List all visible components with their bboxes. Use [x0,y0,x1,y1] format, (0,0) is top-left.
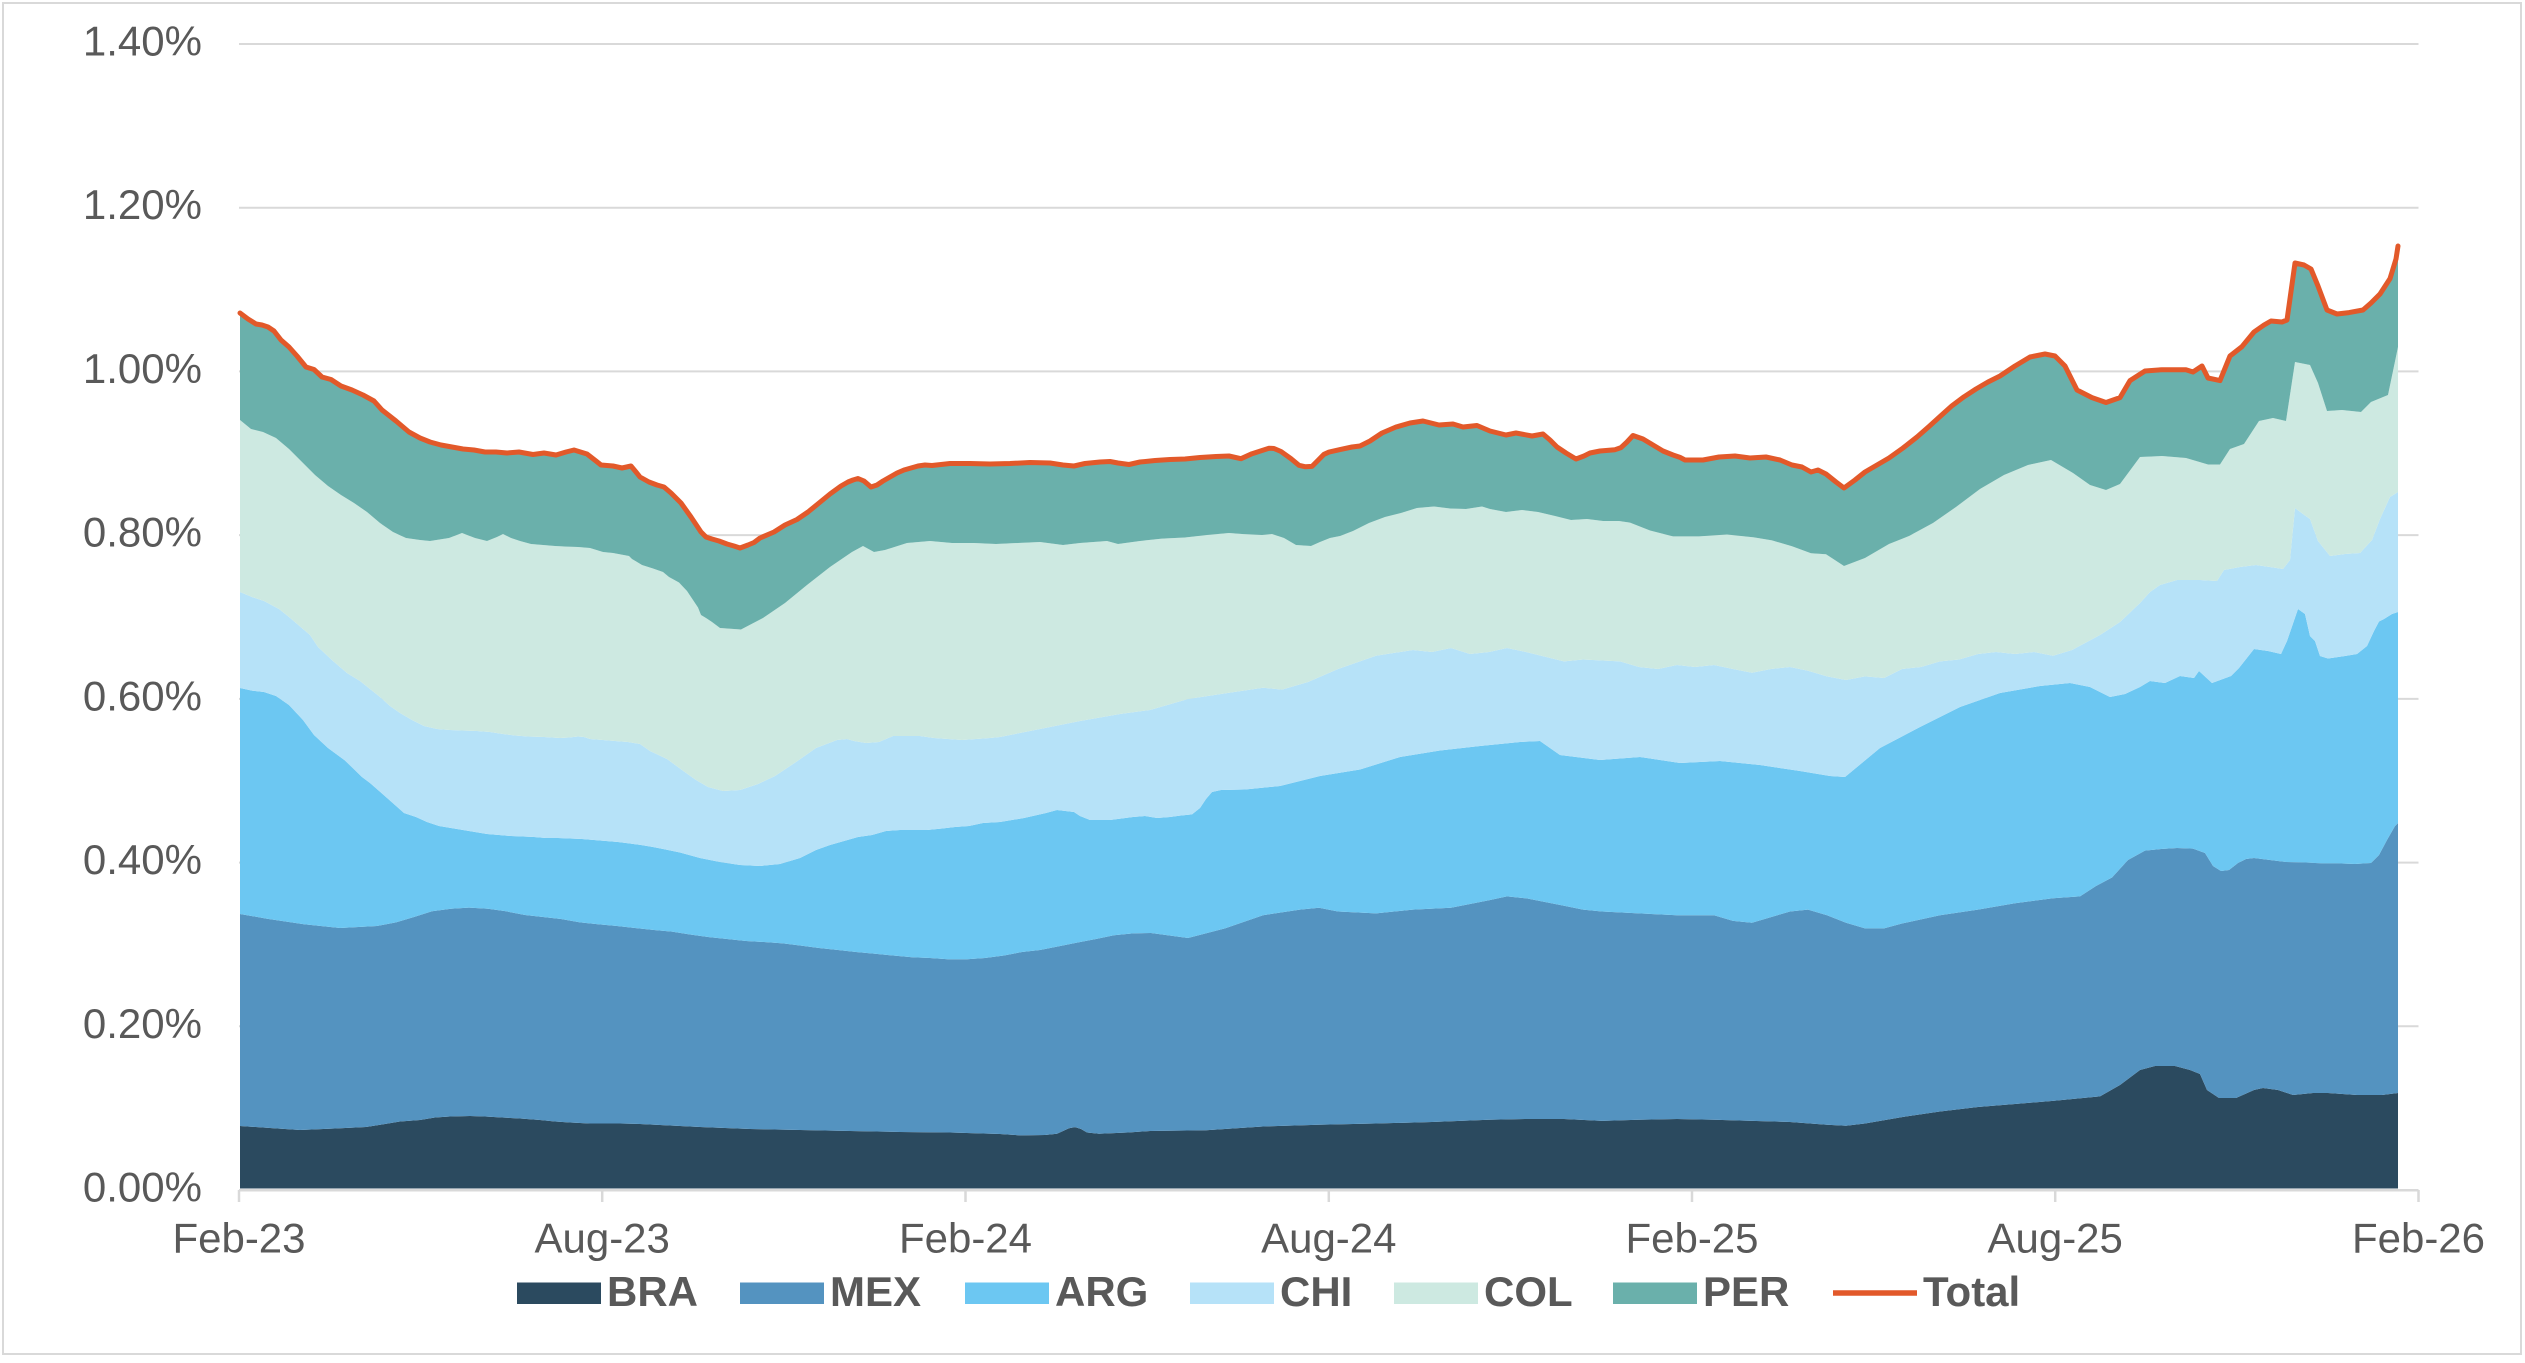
svg-text:Feb-25: Feb-25 [1625,1215,1758,1262]
svg-text:0.40%: 0.40% [83,836,202,883]
svg-text:Feb-24: Feb-24 [899,1215,1032,1262]
svg-text:Aug-24: Aug-24 [1261,1215,1396,1262]
svg-text:Aug-23: Aug-23 [534,1215,669,1262]
svg-text:BRA: BRA [607,1268,698,1315]
svg-text:COL: COL [1484,1268,1573,1315]
svg-text:CHI: CHI [1280,1268,1352,1315]
svg-text:1.00%: 1.00% [83,345,202,392]
svg-text:ARG: ARG [1055,1268,1148,1315]
svg-text:0.20%: 0.20% [83,1000,202,1047]
svg-text:1.40%: 1.40% [83,18,202,65]
svg-text:Aug-25: Aug-25 [1987,1215,2122,1262]
svg-text:1.20%: 1.20% [83,181,202,228]
svg-text:Feb-26: Feb-26 [2352,1215,2485,1262]
svg-text:0.00%: 0.00% [83,1164,202,1211]
svg-text:0.80%: 0.80% [83,509,202,556]
svg-text:Feb-23: Feb-23 [172,1215,305,1262]
svg-text:MEX: MEX [830,1268,921,1315]
svg-text:PER: PER [1703,1268,1789,1315]
svg-text:Total: Total [1923,1268,2020,1315]
svg-text:0.60%: 0.60% [83,672,202,719]
